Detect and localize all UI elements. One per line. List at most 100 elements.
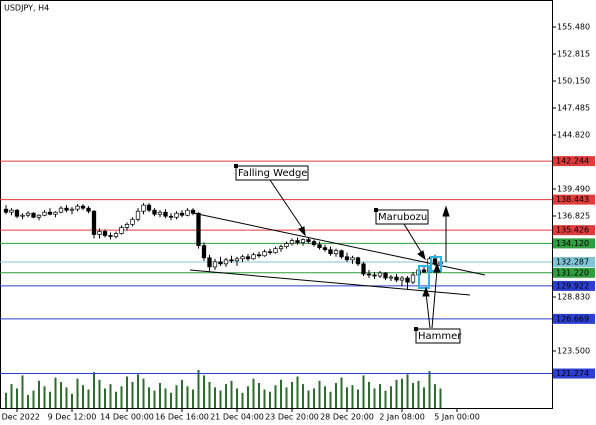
candle-body xyxy=(157,211,163,215)
candle-body xyxy=(80,205,86,209)
candle-body xyxy=(295,240,300,243)
candle-body xyxy=(20,214,25,217)
candle-body xyxy=(377,272,383,277)
level-label-box xyxy=(553,225,595,236)
candle-body xyxy=(218,261,223,265)
candle-body xyxy=(328,249,333,255)
candle-body xyxy=(97,231,102,235)
candle-body xyxy=(102,231,108,236)
label-box xyxy=(415,328,461,344)
level-label: 131.220 xyxy=(556,268,589,277)
candle-body xyxy=(212,261,218,268)
x-tick-label: 28 Dec 20:00 xyxy=(320,413,374,422)
level-label-box xyxy=(553,368,595,379)
candle-body xyxy=(410,274,416,283)
arrow-head xyxy=(422,286,430,297)
level-label-box xyxy=(553,156,595,167)
candle-body xyxy=(64,207,69,211)
candle-body xyxy=(278,246,284,250)
y-tick-label: 136.825 xyxy=(557,212,590,221)
candle-body xyxy=(31,212,36,218)
annotation: Hammer xyxy=(418,331,462,342)
candle-body xyxy=(124,224,130,228)
x-tick-label: 14 Dec 00:00 xyxy=(100,413,154,422)
y-tick-label: 152.815 xyxy=(557,50,590,59)
candle-body xyxy=(399,277,405,281)
candle-body xyxy=(201,245,207,259)
candle-body xyxy=(91,210,97,235)
candle-body xyxy=(3,208,9,213)
y-tick-label: 123.500 xyxy=(557,346,590,355)
level-label: 129.922 xyxy=(556,281,589,290)
candle-body xyxy=(245,256,251,260)
level-label-box xyxy=(553,313,595,324)
candle-body xyxy=(229,259,234,262)
level-label: 135.426 xyxy=(556,226,589,235)
candle-body xyxy=(108,235,113,237)
label-box xyxy=(375,209,429,225)
arrow xyxy=(431,269,438,329)
candle-body xyxy=(256,254,262,257)
y-tick-label: 155.480 xyxy=(557,23,590,32)
candle-body xyxy=(240,256,245,260)
candle-body xyxy=(130,218,135,225)
wedge-lower-line xyxy=(189,269,471,296)
arrow xyxy=(403,223,424,256)
candle-body xyxy=(75,205,80,210)
candle-body xyxy=(25,212,31,216)
candle-body xyxy=(152,209,157,215)
candle-body xyxy=(58,207,64,213)
level-label: 126.669 xyxy=(556,314,589,323)
candle-body xyxy=(366,273,372,276)
y-tick-label: 144.820 xyxy=(557,131,590,140)
candle-body xyxy=(135,210,141,220)
candle-body xyxy=(251,254,256,260)
candle-body xyxy=(344,256,350,261)
level-label-box xyxy=(553,267,595,278)
level-label: 134.120 xyxy=(556,239,589,248)
candle-body xyxy=(284,243,289,247)
candle-body xyxy=(196,212,201,246)
candle-body xyxy=(350,257,355,261)
arrow-head xyxy=(298,226,306,237)
anchor xyxy=(414,327,418,331)
candle-body xyxy=(119,227,124,234)
chart-title: USDJPY, H4 xyxy=(4,4,49,13)
arrow xyxy=(425,292,431,329)
candle-body xyxy=(405,277,410,283)
level-label: 132.287 xyxy=(556,257,589,266)
candle-body xyxy=(207,257,212,268)
x-tick-label: 9 Dec 12:00 xyxy=(48,413,97,422)
x-tick-label: 2 Jan 08:00 xyxy=(379,413,425,422)
candle-body xyxy=(174,212,179,218)
candle-body xyxy=(339,250,344,258)
arrow-head xyxy=(417,250,426,261)
candle-body xyxy=(372,274,377,277)
candle-body xyxy=(311,241,317,245)
y-tick-label: 150.150 xyxy=(557,77,590,86)
candle-body xyxy=(317,244,322,249)
annotation: Marubozu xyxy=(378,212,427,223)
x-tick-label: 16 Dec 16:00 xyxy=(155,413,209,422)
candle-body xyxy=(234,258,240,262)
candle-body xyxy=(42,211,47,216)
x-tick-label: 5 Jan 00:00 xyxy=(434,413,480,422)
arrow-head xyxy=(442,205,450,217)
level-label: 138.443 xyxy=(556,195,589,204)
y-tick-label: 147.485 xyxy=(557,104,590,113)
candle-body xyxy=(146,204,152,211)
candle-body xyxy=(394,276,399,281)
hammer-highlight xyxy=(418,265,430,289)
arrow xyxy=(269,179,306,233)
candle-body xyxy=(432,258,438,265)
candle-body xyxy=(36,214,42,218)
candle-body xyxy=(223,259,229,265)
level-label-box xyxy=(553,256,595,267)
level-label-box xyxy=(553,194,595,205)
candle-body xyxy=(306,239,311,242)
candle-body xyxy=(168,215,174,218)
candle-body xyxy=(86,207,91,212)
drawings: Falling Wedge Marubozu Hammer xyxy=(189,164,486,344)
candle-body xyxy=(113,233,119,237)
